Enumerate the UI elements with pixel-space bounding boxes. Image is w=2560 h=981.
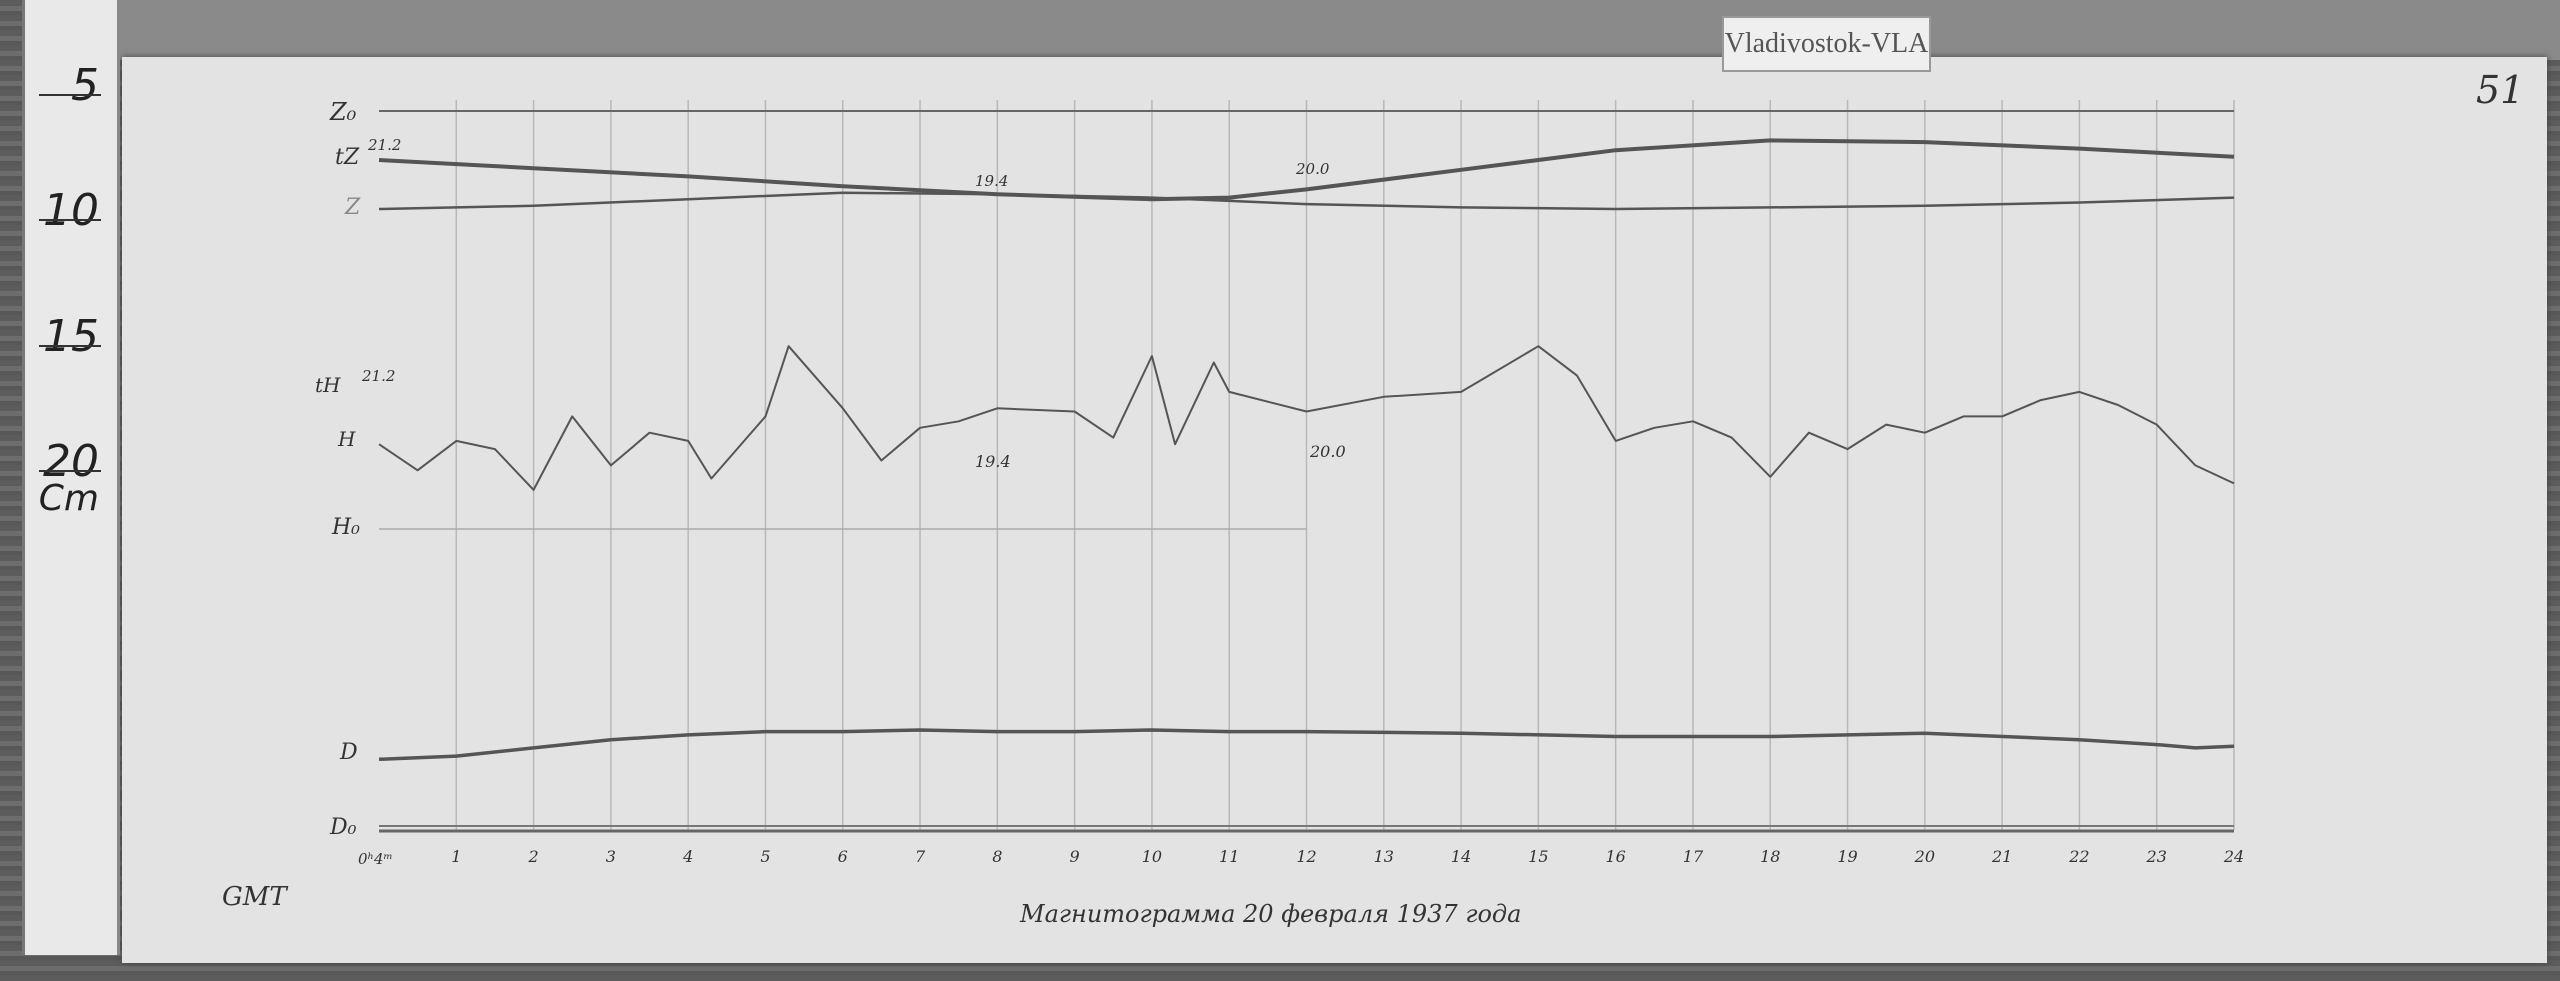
glass-frame-top xyxy=(110,0,2560,60)
x-tick-label: 18 xyxy=(1760,847,1780,866)
label-time-zone: GMT xyxy=(222,882,287,912)
ruler-mark-20: 20 xyxy=(43,436,99,487)
x-tick-label: 1 xyxy=(451,847,461,866)
x-tick-label: 16 xyxy=(1605,847,1625,866)
x-tick-label: 4 xyxy=(682,847,693,866)
x-tick-label: 20 xyxy=(1914,847,1935,866)
ruler-tick xyxy=(39,219,101,221)
ruler-tick xyxy=(39,470,101,472)
x-tick-label: 8 xyxy=(992,847,1002,866)
x-tick-label: 19 xyxy=(1837,847,1857,866)
trace-z xyxy=(378,191,2235,211)
annotation-h-late: 20.0 xyxy=(1310,442,1346,461)
x-tick-label: 17 xyxy=(1683,847,1704,866)
label-z0: Z₀ xyxy=(330,98,357,126)
x-tick-label: 5 xyxy=(760,847,770,866)
x-tick-label: 23 xyxy=(2146,847,2167,866)
label-z: Z xyxy=(345,195,361,220)
x-tick-label: 22 xyxy=(2068,847,2089,866)
label-h: H xyxy=(338,427,356,451)
x-tick-label: 13 xyxy=(1374,847,1394,866)
x-tick-label: 11 xyxy=(1219,847,1239,866)
label-th: tH xyxy=(315,373,341,397)
sheet-number: 51 xyxy=(2476,68,2525,112)
centimeter-ruler: 5 10 15 20 Cm xyxy=(22,0,120,955)
x-tick-label: 2 xyxy=(527,847,538,866)
x-tick-label: 7 xyxy=(915,847,926,866)
ruler-mark-5: 5 xyxy=(71,60,99,111)
x-tick-label: 21 xyxy=(1991,847,2012,866)
trace-d xyxy=(378,728,2235,762)
x-tick-label: 3 xyxy=(606,847,616,866)
x-tick-label: 6 xyxy=(838,847,848,866)
trace-h xyxy=(378,345,2235,491)
annotation-th-start: 21.2 xyxy=(362,367,396,385)
ruler-mark-10: 10 xyxy=(43,185,99,236)
annotation-tz-mid: 19.4 xyxy=(975,172,1009,190)
ruler-tick xyxy=(39,345,101,347)
x-tick-label: 15 xyxy=(1528,847,1548,866)
label-start-time: 0ʰ4ᵐ xyxy=(358,850,393,868)
label-tz: tZ xyxy=(335,145,360,170)
annotation-tz-start: 21.2 xyxy=(368,136,402,154)
station-label: Vladivostok-VLA xyxy=(1722,16,1931,72)
sheet-caption: Магнитограмма 20 февраля 1937 года xyxy=(1020,900,1522,928)
trace-tz xyxy=(378,138,2235,202)
label-d: D xyxy=(340,740,358,765)
ruler-tick xyxy=(39,94,101,96)
x-tick-label: 10 xyxy=(1142,847,1162,866)
annotation-h-mid: 19.4 xyxy=(975,452,1011,471)
x-tick-label: 14 xyxy=(1451,847,1471,866)
annotation-tz-late: 20.0 xyxy=(1296,160,1330,178)
x-tick-label: 9 xyxy=(1070,847,1080,866)
ruler-mark-15: 15 xyxy=(43,311,99,362)
label-h0: H₀ xyxy=(332,515,361,540)
x-tick-label: 12 xyxy=(1296,847,1316,866)
magnetogram-sheet xyxy=(122,57,2547,963)
x-tick-label: 24 xyxy=(2223,847,2244,866)
label-d0: D₀ xyxy=(330,815,357,840)
ruler-unit: Cm xyxy=(38,478,99,519)
